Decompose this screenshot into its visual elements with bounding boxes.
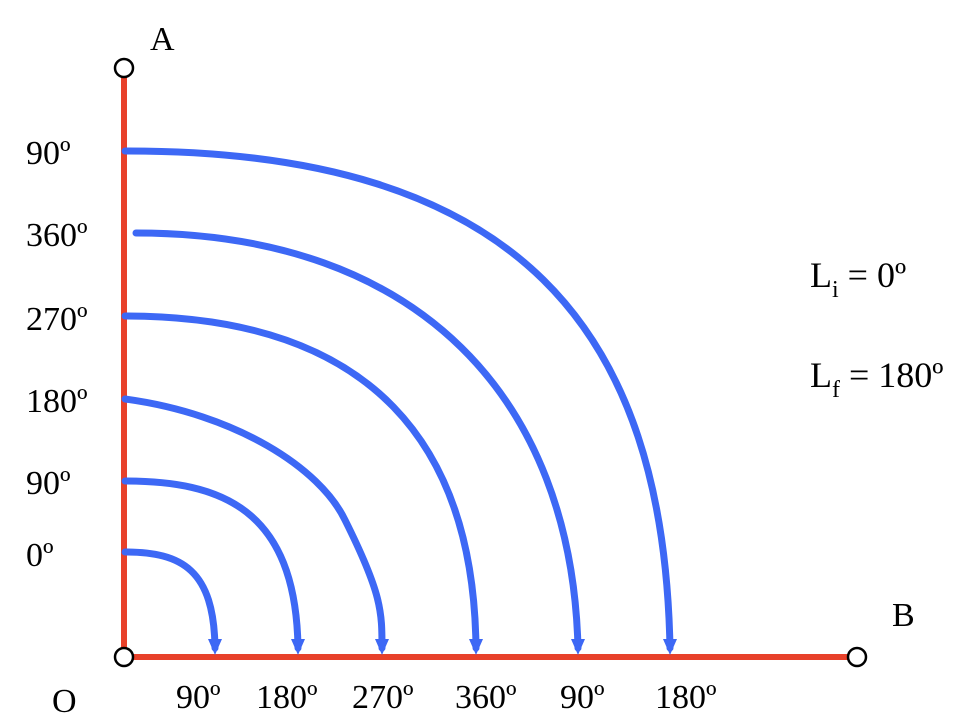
equation-initial-rest: = 0º <box>839 255 906 295</box>
horizontal-label: 180º <box>256 679 318 716</box>
vertical-labels: 90º 360º 270º 180º 90º 0º <box>26 135 88 574</box>
endpoint-o <box>113 646 135 668</box>
equation-initial: Li = 0º <box>810 255 906 303</box>
equation-initial-subscript: i <box>832 277 839 303</box>
horizontal-label: 360º <box>455 679 517 716</box>
arc-2 <box>121 395 386 652</box>
vertical-label: 360º <box>26 217 88 254</box>
arrowhead-group <box>208 639 677 655</box>
arc-4 <box>132 229 582 652</box>
equation-initial-symbol: L <box>810 255 832 295</box>
vertical-label: 90º <box>26 135 71 172</box>
arc-3 <box>121 312 480 652</box>
arrowhead-5 <box>663 639 677 655</box>
horizontal-label: 270º <box>352 679 414 716</box>
arc-0 <box>121 548 219 652</box>
vertical-label: 270º <box>26 301 88 338</box>
arc-1 <box>121 477 302 652</box>
arrowhead-2 <box>375 639 389 655</box>
point-label-a: A <box>150 21 175 58</box>
horizontal-label: 180º <box>655 679 717 716</box>
endpoint-a <box>113 57 135 79</box>
arrowhead-4 <box>571 639 585 655</box>
equation-final-subscript: f <box>832 377 840 403</box>
vertical-label: 0º <box>26 537 54 574</box>
arrowhead-0 <box>208 639 222 655</box>
horizontal-labels: 90º 180º 270º 360º 90º 180º <box>176 679 717 716</box>
endpoint-b <box>846 646 868 668</box>
point-label-b: B <box>892 597 915 634</box>
vertical-label: 180º <box>26 383 88 420</box>
arrowhead-1 <box>291 639 305 655</box>
arrowhead-3 <box>469 639 483 655</box>
horizontal-label: 90º <box>176 679 221 716</box>
arc-5 <box>121 147 674 652</box>
vertical-label: 90º <box>26 465 71 502</box>
arc-group <box>121 147 674 652</box>
equation-final-rest: = 180º <box>840 355 943 395</box>
point-label-o: O <box>52 683 77 720</box>
horizontal-label: 90º <box>560 679 605 716</box>
equation-final-symbol: L <box>810 355 832 395</box>
equation-final: Lf = 180º <box>810 355 943 403</box>
